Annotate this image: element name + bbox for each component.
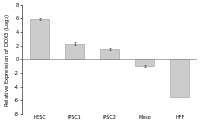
Y-axis label: Relative Expression of DDX3 (Log$_2$): Relative Expression of DDX3 (Log$_2$) [3, 12, 12, 107]
Bar [135, 59, 154, 66]
Bar [65, 44, 84, 59]
Bar [30, 19, 49, 59]
Bar [100, 49, 119, 59]
Bar [170, 59, 189, 97]
